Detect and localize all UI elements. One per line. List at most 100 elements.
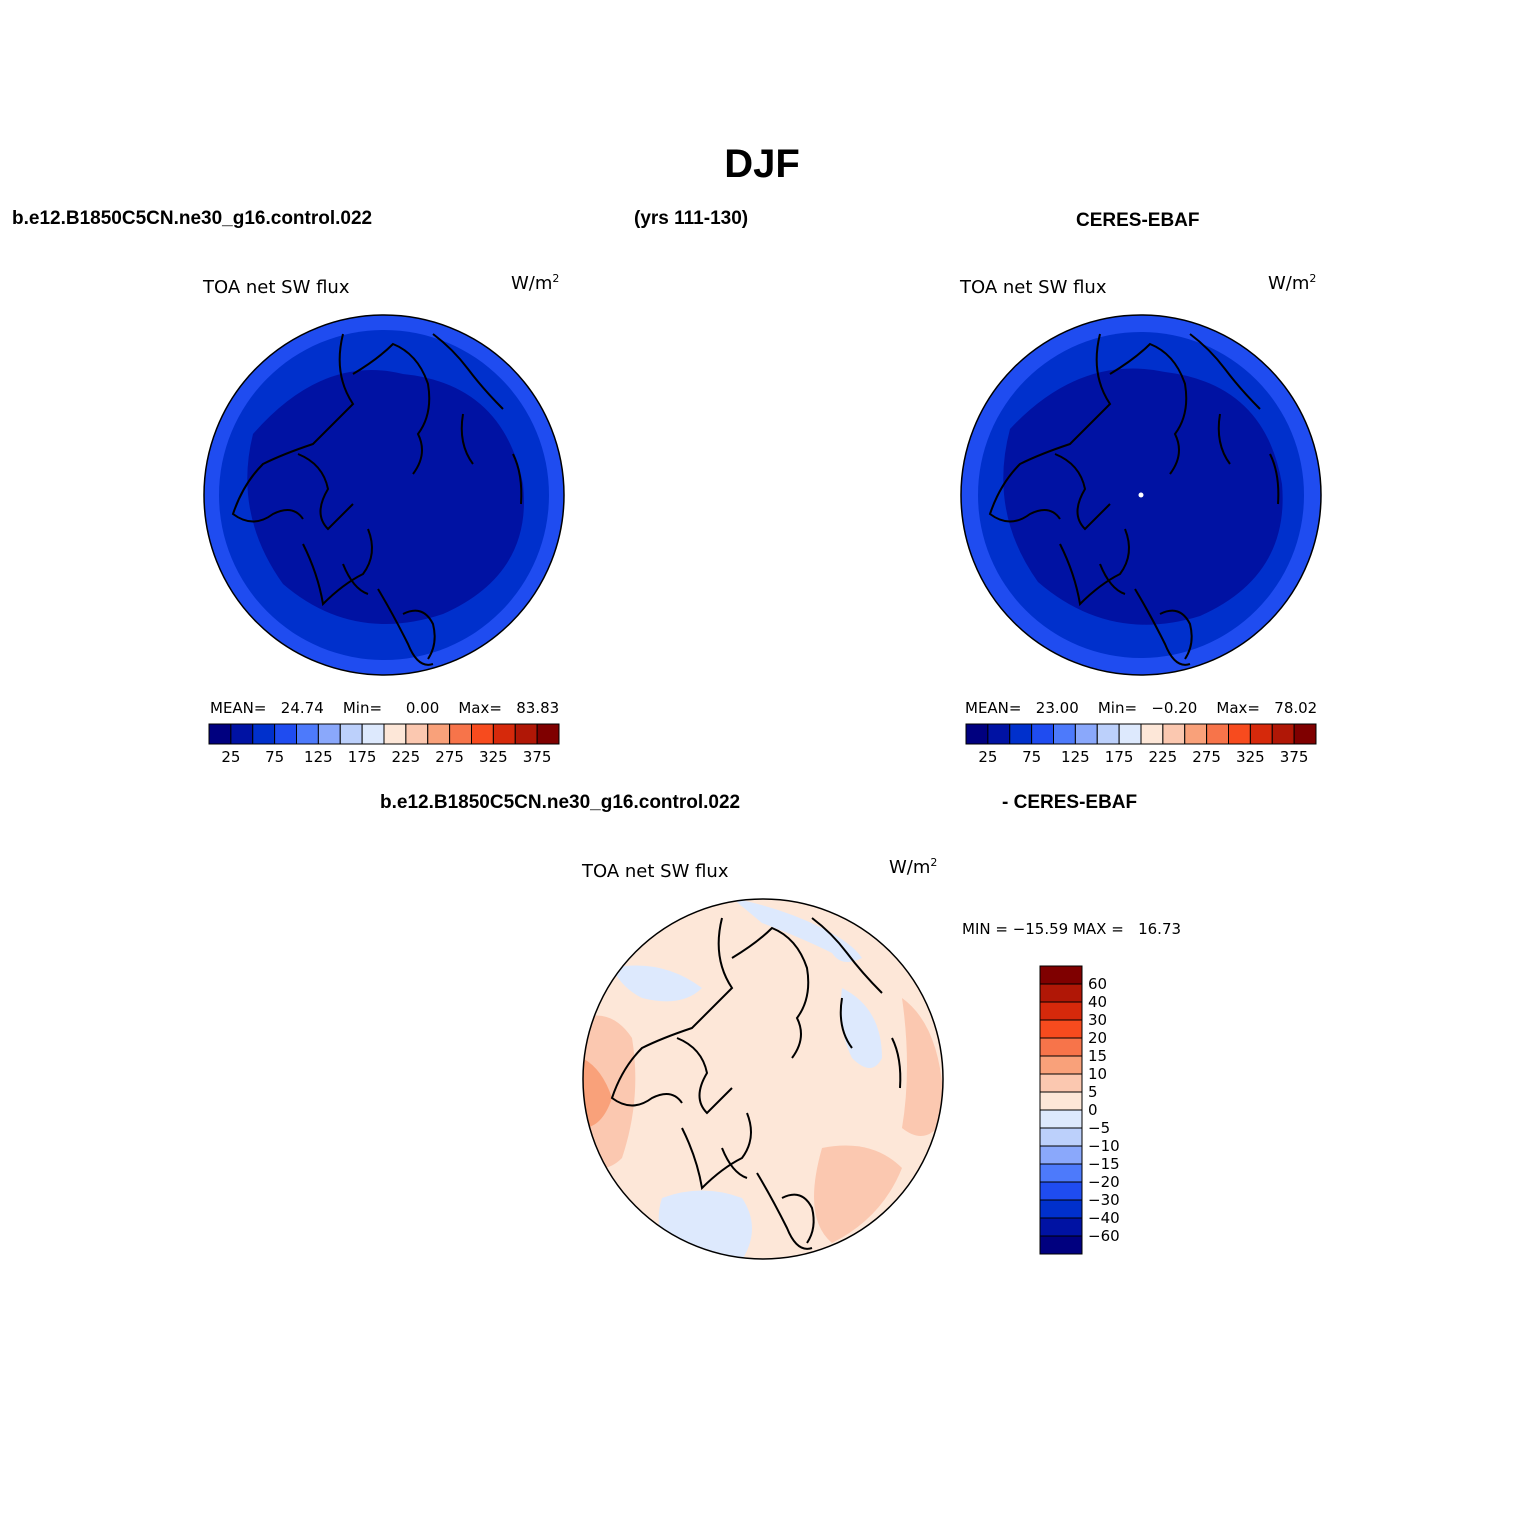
units-exponent: 2 xyxy=(1309,272,1317,285)
obs-colorbar-ticks: 25 75 125 175 225 275 325 375 xyxy=(966,748,1316,768)
colorbar-tick-label: 275 xyxy=(435,748,464,766)
colorbar-tick-label: 125 xyxy=(304,748,333,766)
colorbar-swatch xyxy=(1206,723,1229,745)
colorbar-swatch xyxy=(1039,1055,1083,1075)
colorbar-swatch xyxy=(1249,723,1273,745)
colorbar-tick-label: −5 xyxy=(1088,1119,1111,1137)
obs-colorbar xyxy=(965,723,1317,745)
model-panel-units: W/m2 xyxy=(511,272,559,294)
colorbar-tick-label: 15 xyxy=(1088,1047,1108,1065)
pos-region xyxy=(814,1145,902,1243)
colorbar-swatch xyxy=(1039,1019,1083,1039)
colorbar-swatch xyxy=(492,723,516,745)
colorbar-tick-label: −40 xyxy=(1088,1209,1120,1227)
obs-name-label: CERES-EBAF xyxy=(1076,210,1200,231)
pos-region-strong xyxy=(583,1058,612,1128)
colorbar-swatch xyxy=(1039,1199,1083,1219)
colorbar-tick-label: 225 xyxy=(391,748,421,766)
colorbar-tick-label: 0 xyxy=(1088,1101,1098,1119)
max-value: 78.02 xyxy=(1274,699,1318,717)
colorbar-tick-label: 275 xyxy=(1192,748,1221,766)
neg-region xyxy=(612,965,702,1002)
colorbar-tick-label: 175 xyxy=(347,748,377,766)
colorbar-swatch xyxy=(1053,723,1076,745)
coastlines xyxy=(610,917,902,1250)
colorbar-swatch xyxy=(1184,723,1208,745)
colorbar-tick-label: 30 xyxy=(1088,1011,1108,1029)
colorbar-swatch xyxy=(1039,1217,1083,1237)
min-value: 0.00 xyxy=(405,699,440,717)
colorbar-tick-label: 375 xyxy=(1279,748,1309,766)
units-base: W/m xyxy=(1268,273,1310,294)
model-panel-variable: TOA net SW flux xyxy=(203,277,350,298)
obs-stats: MEAN= 23.00 Min= −0.20 Max= 78.02 xyxy=(965,699,1317,717)
min-label: Min= xyxy=(1097,699,1138,717)
colorbar-swatch xyxy=(1031,723,1054,745)
map-band-low xyxy=(247,370,524,624)
diff-stats: MIN = −15.59 MAX = 16.73 xyxy=(962,920,1182,938)
colorbar-tick-label: 375 xyxy=(522,748,552,766)
obs-panel-variable: TOA net SW flux xyxy=(960,277,1107,298)
colorbar-swatch xyxy=(1162,723,1186,745)
colorbar-swatch xyxy=(1118,723,1142,745)
coastlines xyxy=(988,333,1280,666)
min-label: Min= xyxy=(342,699,383,717)
colorbar-tick-label: 225 xyxy=(1148,748,1178,766)
colorbar-swatch xyxy=(987,723,1011,745)
colorbar-swatch xyxy=(471,723,494,745)
colorbar-swatch xyxy=(1228,723,1251,745)
colorbar-swatch xyxy=(449,723,472,745)
colorbar-swatch xyxy=(536,723,560,745)
diff-panel-variable: TOA net SW flux xyxy=(582,861,729,882)
units-base: W/m xyxy=(511,273,553,294)
figure-title: DJF xyxy=(724,142,800,186)
colorbar-swatch xyxy=(274,723,297,745)
model-colorbar xyxy=(208,723,560,745)
colorbar-swatch xyxy=(361,723,385,745)
colorbar-swatch xyxy=(1039,1073,1083,1093)
model-case-label: b.e12.B1850C5CN.ne30_g16.control.022 xyxy=(12,208,373,229)
colorbar-swatch xyxy=(1039,1091,1083,1111)
diff-colorbar xyxy=(1039,965,1083,1255)
neg-region xyxy=(732,899,862,962)
colorbar-swatch xyxy=(1039,1145,1083,1165)
max-label: Max= xyxy=(1216,699,1260,717)
diff-colorbar-ticks: 60 40 30 20 15 10 5 0 −5 −10 −15 −20 −30 −40 −60 xyxy=(1088,966,1148,1254)
colorbar-tick-label: −60 xyxy=(1088,1227,1120,1245)
max-label: Max= xyxy=(458,699,502,717)
colorbar-swatch xyxy=(427,723,451,745)
colorbar-tick-label: 5 xyxy=(1088,1083,1098,1101)
mean-label: MEAN= xyxy=(965,699,1022,717)
map-base xyxy=(583,899,943,1259)
colorbar-swatch xyxy=(230,723,254,745)
pole-missing-value xyxy=(1138,492,1144,498)
colorbar-swatch xyxy=(1039,1127,1083,1147)
colorbar-swatch xyxy=(1096,723,1120,745)
colorbar-tick-label: 325 xyxy=(1236,748,1265,766)
colorbar-tick-label: 60 xyxy=(1088,975,1108,993)
colorbar-tick-label: 175 xyxy=(1104,748,1134,766)
colorbar-swatch xyxy=(1009,723,1033,745)
min-value: −0.20 xyxy=(1151,699,1198,717)
obs-polar-map xyxy=(960,314,1322,676)
colorbar-tick-label: 25 xyxy=(978,748,998,766)
diff-obs-label: - CERES-EBAF xyxy=(1002,792,1138,813)
colorbar-tick-label: 20 xyxy=(1088,1029,1108,1047)
mean-label: MEAN= xyxy=(210,699,267,717)
colorbar-swatch xyxy=(208,723,232,745)
colorbar-swatch xyxy=(1039,1001,1083,1021)
diff-panel-units: W/m2 xyxy=(889,856,937,878)
years-label: (yrs 111-130) xyxy=(634,208,749,229)
colorbar-swatch xyxy=(1039,1181,1083,1201)
colorbar-swatch xyxy=(1039,965,1083,985)
colorbar-swatch xyxy=(339,723,363,745)
map-boundary xyxy=(960,314,1322,676)
model-colorbar-ticks: 25 75 125 175 225 275 325 375 xyxy=(209,748,559,768)
diff-polar-map xyxy=(582,898,944,1260)
map-boundary xyxy=(203,314,565,676)
units-base: W/m xyxy=(889,857,931,878)
map-boundary xyxy=(582,898,944,1260)
colorbar-swatch xyxy=(514,723,538,745)
colorbar-tick-label: 325 xyxy=(479,748,508,766)
model-stats: MEAN= 24.74 Min= 0.00 Max= 83.83 xyxy=(210,699,559,717)
